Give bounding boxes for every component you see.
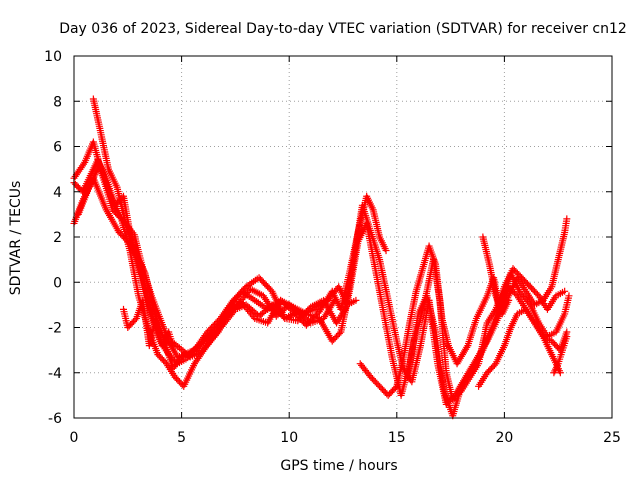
data-point: [391, 384, 399, 392]
series-prn-k: [550, 333, 571, 377]
data-point: [563, 215, 571, 223]
series-prn-i: [475, 305, 571, 390]
y-tick-label: 0: [53, 275, 62, 291]
y-tick-label: 4: [53, 185, 62, 201]
x-tick-label: 5: [177, 430, 186, 446]
y-tick-label: 8: [53, 94, 62, 110]
y-axis-label: SDTVAR / TECUs: [8, 181, 24, 296]
y-tick-label: -6: [48, 411, 62, 427]
data-point: [169, 342, 177, 350]
data-point: [335, 330, 343, 338]
x-tick-label: 0: [70, 430, 79, 446]
data-point: [174, 343, 182, 351]
y-tick-label: 10: [44, 49, 62, 65]
series-prn-f: [119, 296, 177, 350]
x-axis-label: GPS time / hours: [280, 458, 397, 474]
data-point: [505, 296, 513, 304]
ticks-layer: 0 5 10 15 20 25 -6 -4 -2 0 2 4 6 8 10: [44, 49, 621, 446]
data-point: [490, 361, 498, 369]
x-tick-label: 20: [495, 430, 513, 446]
series-prn-g: [356, 215, 571, 399]
series-prn-j: [479, 233, 513, 318]
data-point: [352, 296, 360, 304]
data-point: [305, 318, 313, 326]
data-point: [330, 296, 338, 304]
data-point: [131, 316, 139, 324]
x-tick-label: 25: [603, 430, 621, 446]
x-tick-label: 15: [388, 430, 406, 446]
data-point: [563, 333, 571, 341]
series-prn-e: [70, 156, 338, 361]
data-point: [556, 369, 564, 377]
data-point: [382, 247, 390, 255]
grid-layer: [74, 56, 612, 418]
y-tick-label: 2: [53, 230, 62, 246]
y-tick-label: -4: [48, 366, 62, 382]
y-tick-label: -2: [48, 321, 62, 337]
y-tick-label: 6: [53, 140, 62, 156]
chart-title: Day 036 of 2023, Sidereal Day-to-day VTE…: [59, 21, 627, 37]
series-prn-h: [404, 256, 569, 404]
data-marker-layer: [70, 95, 573, 420]
x-tick-label: 10: [280, 430, 298, 446]
data-point: [565, 292, 573, 300]
data-point: [561, 287, 569, 295]
